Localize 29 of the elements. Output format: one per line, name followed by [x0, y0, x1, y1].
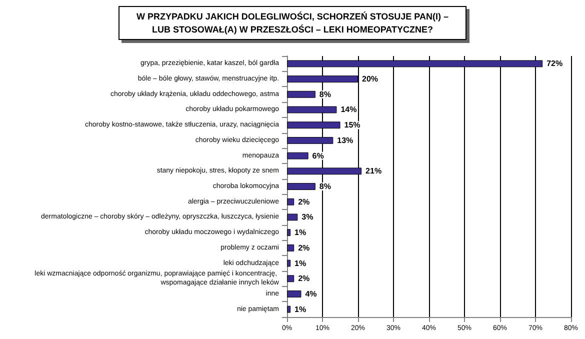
- data-label: 2%: [298, 197, 310, 206]
- data-label: 4%: [305, 289, 317, 298]
- data-label: 21%: [366, 166, 382, 176]
- data-label: 1%: [294, 304, 306, 314]
- data-label: 3%: [302, 212, 314, 222]
- bar: [287, 275, 294, 282]
- data-label: 8%: [319, 182, 331, 191]
- data-label: 1%: [294, 258, 306, 268]
- bar: [287, 152, 308, 160]
- bar: [287, 229, 291, 236]
- data-label: 1%: [294, 228, 306, 238]
- data-label: 8%: [319, 90, 331, 99]
- bar: [287, 90, 316, 98]
- data-label: 14%: [340, 105, 357, 114]
- bar: [287, 244, 294, 252]
- bar: [287, 183, 316, 190]
- bar: [287, 214, 298, 221]
- data-label: 20%: [362, 74, 378, 84]
- bar: [287, 306, 291, 313]
- bar: [287, 290, 302, 298]
- data-label: 13%: [337, 136, 354, 145]
- data-label: 2%: [298, 243, 310, 252]
- data-label: 72%: [546, 59, 563, 68]
- chart-title: W PRZYPADKU JAKICH DOLEGLIWOŚCI, SCHORZEŃ STOSUJE PAN(I) – LUB STOSOWAŁ(A) W PRZESZŁOŚCI – LEKI HOMEOPATYCZNE?: [136, 12, 449, 34]
- bar: [287, 260, 291, 267]
- data-label: 2%: [298, 274, 310, 284]
- data-label: 6%: [312, 151, 324, 160]
- data-label: 15%: [344, 120, 360, 130]
- bar: [287, 198, 294, 206]
